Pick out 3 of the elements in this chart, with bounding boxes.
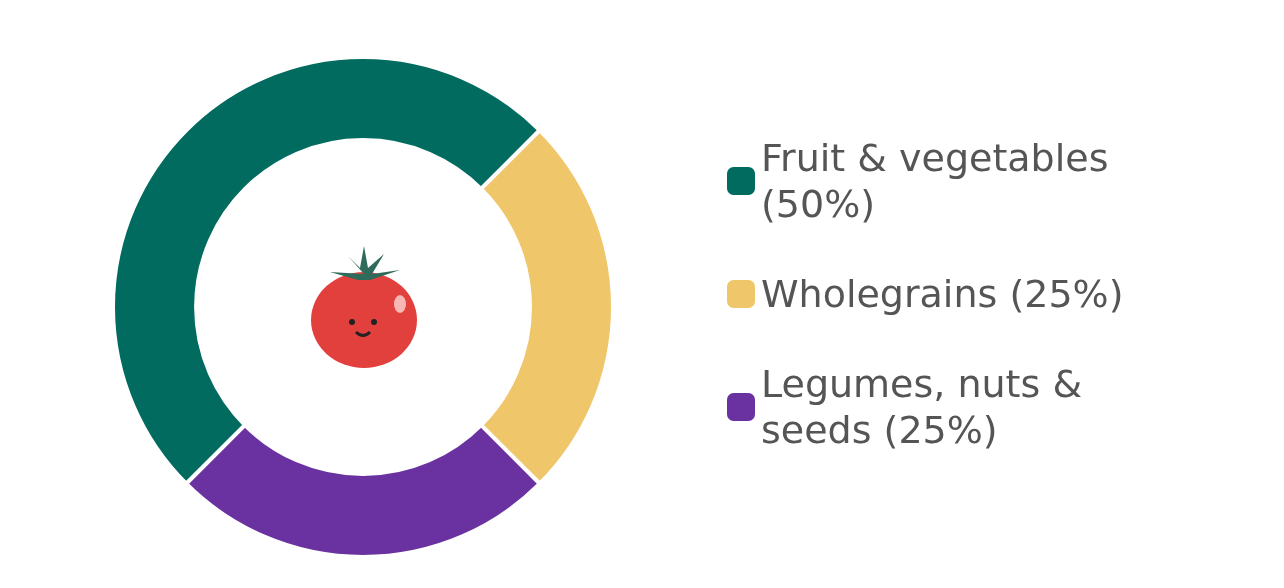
legend-label: Fruit & vegetables (50%) [761, 136, 1121, 226]
legend-label: Wholegrains (25%) [761, 272, 1124, 316]
legend-label: Legumes, nuts & seeds (25%) [761, 362, 1095, 452]
